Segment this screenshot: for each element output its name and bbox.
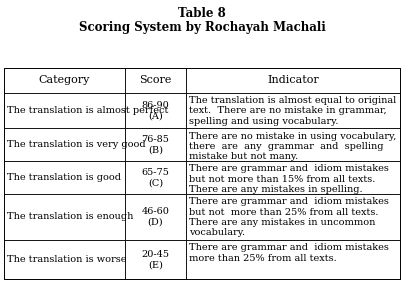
Text: There are grammar and  idiom mistakes
but not  more than 25% from all texts.
The: There are grammar and idiom mistakes but…: [189, 197, 389, 237]
Bar: [4, 194, 125, 240]
Bar: [186, 161, 400, 194]
Text: Indicator: Indicator: [267, 75, 319, 85]
Text: The translation is worse: The translation is worse: [7, 255, 127, 264]
Text: 86-90
(A): 86-90 (A): [142, 101, 169, 120]
Bar: [4, 240, 125, 279]
Bar: [4, 68, 400, 279]
Text: 76-85
(B): 76-85 (B): [141, 135, 169, 154]
Bar: [125, 128, 186, 161]
Text: 46-60
(D): 46-60 (D): [141, 207, 169, 226]
Text: Table 8: Table 8: [178, 7, 226, 20]
Bar: [186, 194, 400, 240]
Text: Category: Category: [39, 75, 90, 85]
Text: 65-75
(C): 65-75 (C): [141, 168, 169, 187]
Bar: [4, 161, 125, 194]
Bar: [125, 161, 186, 194]
Bar: [186, 92, 400, 128]
Bar: [125, 240, 186, 279]
Text: There are grammar and  idiom mistakes
but not more than 15% from all texts.
Ther: There are grammar and idiom mistakes but…: [189, 164, 389, 194]
Bar: [125, 194, 186, 240]
Bar: [186, 240, 400, 279]
Bar: [4, 128, 125, 161]
Text: Score: Score: [139, 75, 172, 85]
Bar: [125, 92, 186, 128]
Text: The translation is very good: The translation is very good: [7, 140, 146, 149]
Text: 20-45
(E): 20-45 (E): [141, 250, 170, 269]
Text: There are grammar and  idiom mistakes
more than 25% from all texts.: There are grammar and idiom mistakes mor…: [189, 243, 389, 263]
Bar: [186, 128, 400, 161]
Text: The translation is almost equal to original
text.  There are no mistake in gramm: The translation is almost equal to origi…: [189, 96, 397, 126]
Text: The translation is almost perfect: The translation is almost perfect: [7, 106, 168, 115]
Bar: [4, 68, 125, 92]
Text: There are no mistake in using vocabulary,
there  are  any  grammar  and  spellin: There are no mistake in using vocabulary…: [189, 131, 397, 161]
Bar: [125, 68, 186, 92]
Text: The translation is good: The translation is good: [7, 173, 121, 182]
Bar: [186, 68, 400, 92]
Bar: [4, 92, 125, 128]
Text: Scoring System by Rochayah Machali: Scoring System by Rochayah Machali: [78, 21, 326, 34]
Text: The translation is enough: The translation is enough: [7, 212, 134, 221]
